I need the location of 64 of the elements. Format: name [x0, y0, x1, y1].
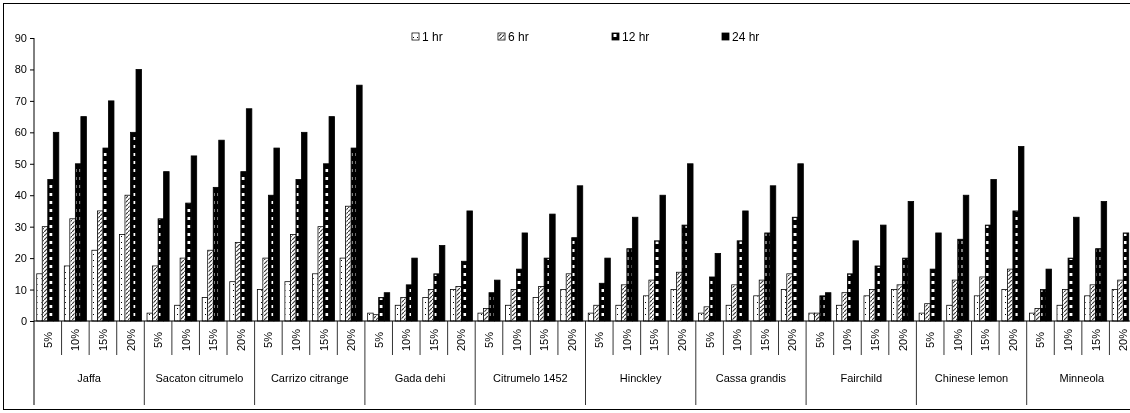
x-tick-label: 10% [289, 328, 302, 352]
x-tick-label: 15% [1089, 328, 1102, 352]
x-tick-label: 5% [593, 331, 606, 348]
x-tick-label: 10% [1062, 328, 1075, 352]
x-tick-label: 15% [538, 328, 551, 352]
y-tick-label: 90 [14, 32, 27, 45]
x-tick-label: 5% [924, 331, 937, 348]
x-tick-label: 5% [41, 331, 54, 348]
x-tick-label: 20% [455, 328, 468, 352]
x-tick-label: 20% [786, 328, 799, 352]
text: Minneola [1059, 372, 1106, 384]
x-tick-label: 10% [731, 328, 744, 352]
x-tick-label: 20% [1006, 328, 1019, 352]
x-tick-label: 5% [482, 331, 495, 348]
text: Gada dehi [394, 372, 446, 384]
y-tick-label: 30 [14, 220, 27, 233]
x-tick-label: 10% [510, 328, 523, 352]
x-tick-label: 10% [69, 328, 82, 352]
x-tick-label: 20% [234, 328, 247, 352]
x-tick-label: 5% [813, 331, 826, 348]
x-tick-label: 10% [951, 328, 964, 352]
legend-label: 6 hr [508, 30, 529, 44]
text: Chinese lemon [934, 372, 1009, 384]
x-tick-label: 20% [124, 328, 137, 352]
x-tick-label: 10% [400, 328, 413, 352]
x-tick-label: 5% [1034, 331, 1047, 348]
text: Jaffa [77, 372, 102, 384]
x-tick-label: 15% [427, 328, 440, 352]
x-tick-label: 20% [1117, 328, 1130, 352]
x-tick-label: 20% [345, 328, 358, 352]
text: Sacaton citrumelo [155, 372, 244, 384]
y-tick-label: 50 [14, 157, 27, 170]
y-tick-label: 40 [14, 189, 27, 202]
y-tick-label: 10 [14, 283, 27, 296]
y-tick-label: 60 [14, 126, 27, 139]
text: Citrumelo 1452 [493, 372, 568, 384]
x-tick-label: 15% [979, 328, 992, 352]
y-tick-label: 20 [14, 252, 27, 265]
x-tick-label: 5% [262, 331, 275, 348]
x-tick-label: 10% [620, 328, 633, 352]
x-tick-label: 5% [152, 331, 165, 348]
y-tick-label: 0 [20, 315, 27, 328]
legend-label: 24 hr [732, 30, 760, 44]
x-tick-label: 15% [96, 328, 109, 352]
x-tick-label: 20% [565, 328, 578, 352]
text: Carrizo citrange [270, 372, 349, 384]
text: Hinckley [619, 372, 662, 384]
x-tick-label: 15% [648, 328, 661, 352]
y-tick-label: 80 [14, 63, 27, 76]
y-tick-label: 70 [14, 94, 27, 107]
text: Fairchild [840, 372, 883, 384]
x-tick-label: 20% [676, 328, 689, 352]
x-tick-label: 10% [179, 328, 192, 352]
legend-label: 12 hr [622, 30, 650, 44]
x-tick-label: 15% [317, 328, 330, 352]
x-tick-label: 10% [841, 328, 854, 352]
x-tick-label: 15% [758, 328, 771, 352]
x-tick-label: 20% [896, 328, 909, 352]
x-tick-label: 15% [207, 328, 220, 352]
text: Cassa grandis [715, 372, 787, 384]
x-tick-label: 5% [703, 331, 716, 348]
legend-label: 1 hr [422, 30, 443, 44]
x-tick-label: 15% [869, 328, 882, 352]
x-tick-label: 5% [372, 331, 385, 348]
